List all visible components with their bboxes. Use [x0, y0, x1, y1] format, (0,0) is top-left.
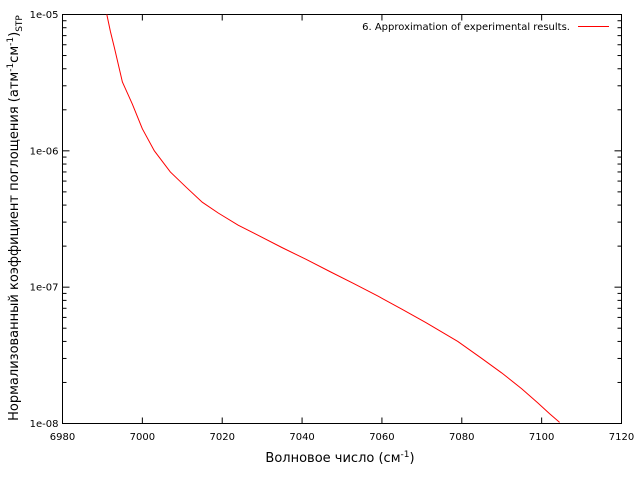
- x-tick-label: 7080: [449, 432, 474, 443]
- legend: 6. Approximation of experimental results…: [362, 22, 609, 33]
- y-axis-title: Нормализованный коэффициент поглощения (…: [6, 15, 25, 421]
- plot-frame: [62, 14, 622, 424]
- x-tick-label: 7040: [289, 432, 314, 443]
- x-tick-label: 6980: [50, 432, 75, 443]
- x-axis-ticks: 6980 7000 7020 7040 7060 7080 7100 7120: [50, 14, 634, 443]
- x-tick-label: 7060: [369, 432, 394, 443]
- y-tick-label: 1e-06: [30, 146, 59, 157]
- x-axis-title: Волновое число (см-1): [265, 450, 414, 466]
- series-layer: [106, 14, 560, 423]
- x-tick-label: 7120: [609, 432, 634, 443]
- legend-label-series-1: 6. Approximation of experimental results…: [362, 22, 570, 33]
- y-axis-ticks: 1e-08 1e-07 1e-06 1e-05: [30, 10, 622, 430]
- x-tick-label: 7020: [209, 432, 234, 443]
- x-tick-label: 7100: [529, 432, 554, 443]
- series-line-1: [106, 14, 560, 423]
- y-tick-label: 1e-08: [30, 419, 59, 430]
- y-tick-label: 1e-05: [30, 10, 59, 21]
- x-tick-label: 7000: [130, 432, 155, 443]
- y-tick-label: 1e-07: [30, 283, 59, 294]
